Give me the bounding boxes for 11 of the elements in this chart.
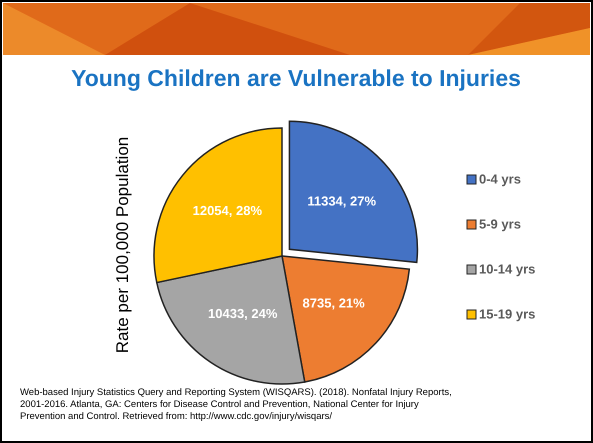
data-label: 8735, 21% xyxy=(302,295,366,310)
data-label: 10433, 24% xyxy=(208,306,278,321)
legend-label: 5-9 yrs xyxy=(479,216,521,232)
legend-label: 0-4 yrs xyxy=(479,171,521,186)
text: Web-based Injury Statistics Query and Reporting System (WISQARS). (2018). Nonfatal Injury Reports, 2001-2016. Atlanta, GA: Centers for Disease Control and Prevention, National Center for Injury Prevention and Control. Retrieved from: http://www.cdc.gov/injury/wisqars/ xyxy=(20,387,452,422)
data-label: 11334, 27% xyxy=(307,194,376,209)
chart-title: Young Children are Vulnerable to Injuries xyxy=(71,65,521,91)
data-label: 12054, 28% xyxy=(192,203,262,218)
legend-label: 15-19 yrs xyxy=(479,306,536,322)
legend-label: 10-14 yrs xyxy=(479,261,536,276)
text: Rate per 100,000 Population xyxy=(113,136,132,354)
